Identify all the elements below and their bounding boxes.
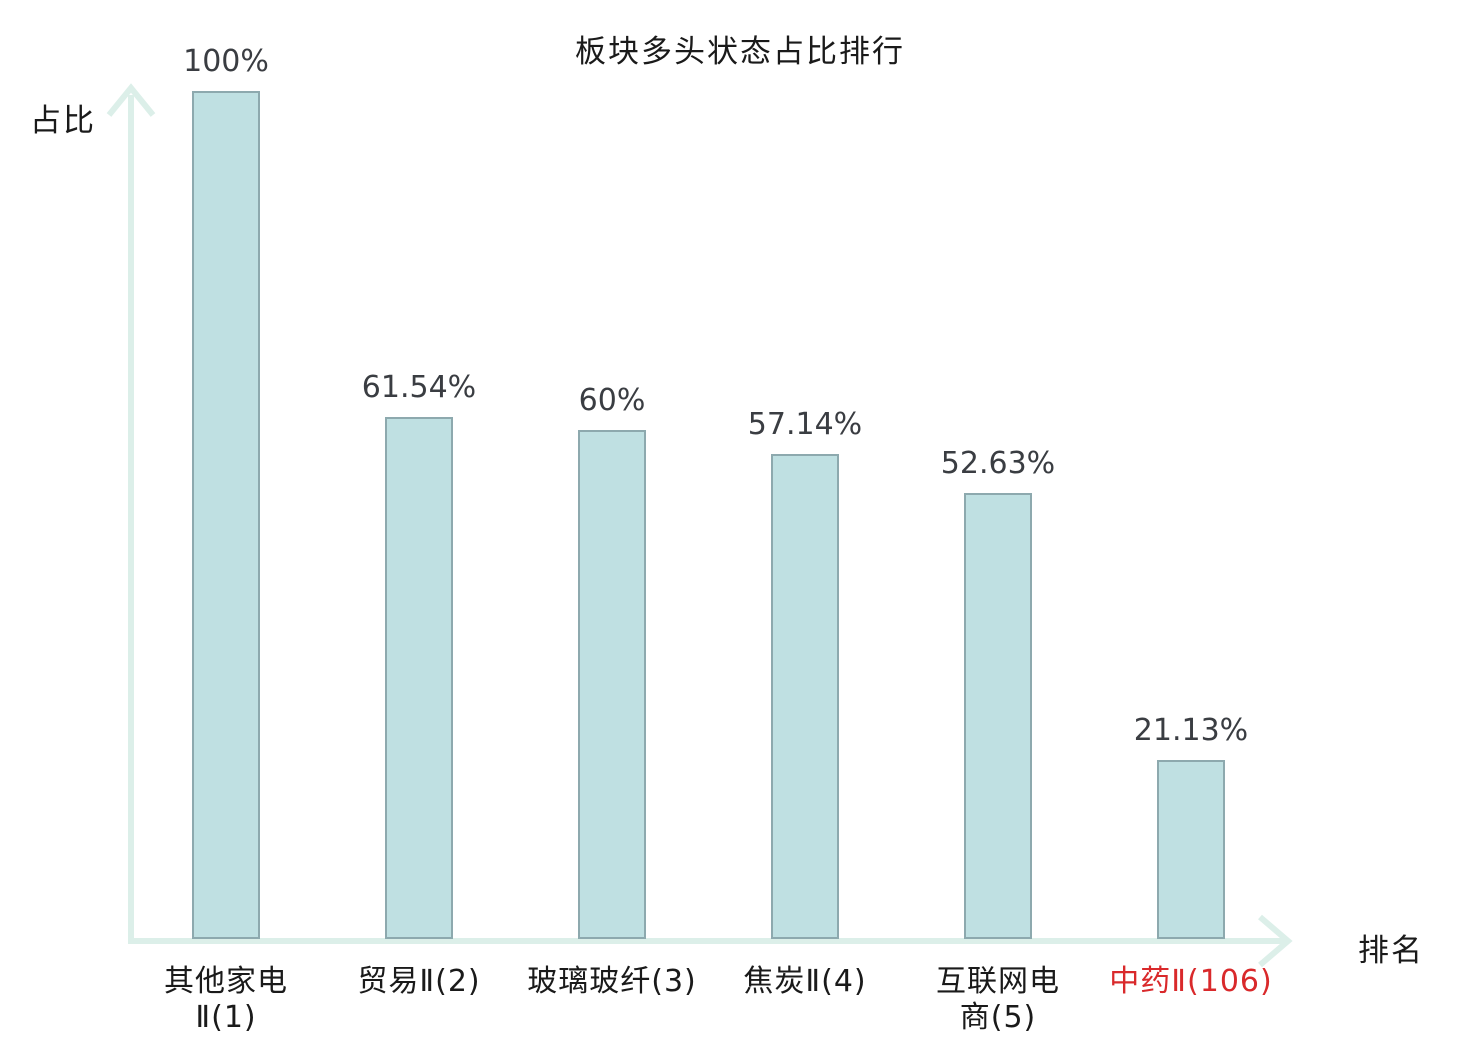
bar — [771, 454, 839, 939]
bar — [964, 493, 1032, 939]
bar-value-label: 61.54% — [361, 370, 477, 405]
bar-category-label: 贸易Ⅱ(2) — [357, 964, 481, 999]
bar-value-label: 60% — [578, 383, 646, 418]
bar-value-label: 21.13% — [1133, 713, 1249, 748]
x-axis-label: 排名 — [1358, 933, 1424, 969]
y-axis-label: 占比 — [30, 103, 96, 139]
y-axis-arrow-icon — [106, 83, 156, 117]
chart-title: 板块多头状态占比排行 — [575, 34, 905, 70]
bar-value-label: 100% — [183, 44, 269, 79]
bar-category-label: 玻璃玻纤(3) — [527, 964, 697, 999]
bar — [385, 417, 453, 939]
bar — [578, 430, 646, 939]
bar-value-label: 52.63% — [940, 446, 1056, 481]
bar — [192, 91, 260, 939]
bar-category-label: 中药Ⅱ(106) — [1109, 964, 1273, 999]
bar — [1157, 760, 1225, 939]
bar-category-label: 互联网电 商(5) — [936, 964, 1060, 1035]
bar-value-label: 57.14% — [747, 407, 863, 442]
bar-category-label: 其他家电 Ⅱ(1) — [164, 964, 288, 1035]
bar-category-label: 焦炭Ⅱ(4) — [743, 964, 867, 999]
x-axis-arrow-icon — [1258, 914, 1293, 968]
